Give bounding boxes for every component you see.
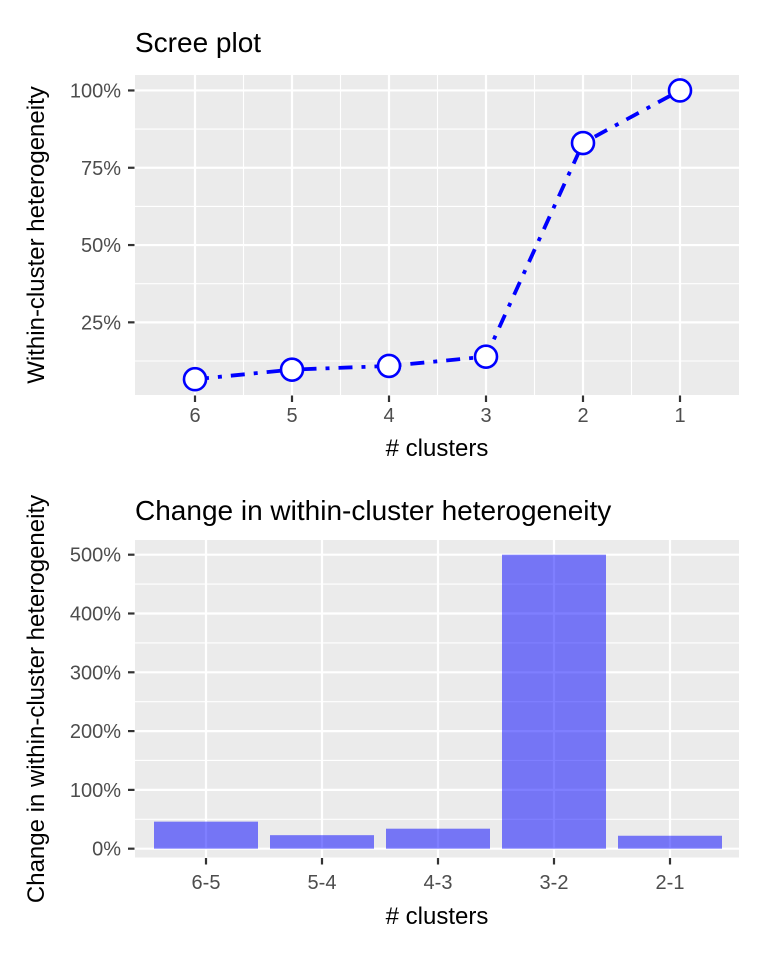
- y-tick-label: 200%: [70, 721, 121, 743]
- y-tick-label: 100%: [70, 80, 121, 102]
- x-tick-label: 1: [674, 405, 685, 427]
- change-bar-title: Change in within-cluster heterogeneity: [135, 495, 611, 526]
- change-bar-svg: 6-5 5-4 4-3 3-2 2-1 0% 100% 200% 300% 400% 500% Ch…: [23, 495, 739, 930]
- y-tick-label: 25%: [81, 312, 121, 334]
- x-tick-label: 3: [480, 405, 491, 427]
- change-y-axis-title: Change in within-cluster heterogeneity: [23, 495, 50, 903]
- x-tick-label: 6-5: [192, 872, 221, 894]
- change-bar-chart: 6-5 5-4 4-3 3-2 2-1 0% 100% 200% 300% 400% 500% Ch…: [0, 480, 768, 960]
- scree-y-axis-title: Within-cluster heterogeneity: [23, 86, 50, 383]
- data-point: [473, 344, 499, 369]
- x-tick-label: 2-1: [656, 872, 685, 894]
- change-x-axis-title: # clusters: [386, 903, 489, 930]
- y-tick-label: 75%: [81, 158, 121, 180]
- scree-plot-title: Scree plot: [135, 27, 261, 58]
- bar: [386, 828, 490, 849]
- y-tick-label: 100%: [70, 780, 121, 802]
- data-point: [570, 130, 596, 156]
- x-tick-label: 4: [383, 405, 394, 427]
- y-tick-label: 400%: [70, 603, 121, 625]
- bar: [154, 821, 258, 849]
- x-tick-label: 5-4: [308, 872, 337, 894]
- x-tick-label: 3-2: [540, 872, 569, 894]
- y-tick-label: 50%: [81, 235, 121, 257]
- scree-plot-panel: [135, 75, 739, 395]
- scree-plot-chart: 6 5 4 3 2 1 25% 50% 75% 100% Scree plot # cluster…: [23, 27, 739, 462]
- scree-plot-svg: 6 5 4 3 2 1 25% 50% 75% 100% Scree plot # cluster…: [23, 27, 739, 462]
- scree-line: [194, 88, 681, 382]
- change-bar-panel: [135, 540, 739, 858]
- bar: [618, 835, 722, 849]
- scree-plot-marks: 6 5 4 3 2 1 25% 50% 75% 100%: [70, 78, 693, 427]
- data-point: [279, 357, 305, 382]
- x-tick-label: 2: [577, 405, 588, 427]
- x-tick-label: 5: [286, 405, 297, 427]
- x-tick-label: 6: [189, 405, 200, 427]
- y-tick-label: 0%: [92, 839, 121, 861]
- y-tick-label: 500%: [70, 545, 121, 567]
- data-point: [376, 353, 402, 379]
- change-bar-marks: 6-5 5-4 4-3 3-2 2-1 0% 100% 200% 300% 400% 500%: [70, 545, 722, 894]
- bar: [502, 554, 606, 849]
- x-tick-label: 4-3: [424, 872, 453, 894]
- bar: [270, 835, 374, 849]
- y-tick-label: 300%: [70, 662, 121, 684]
- data-point: [182, 366, 208, 392]
- scree-x-axis-title: # clusters: [386, 435, 489, 462]
- data-point: [667, 78, 693, 103]
